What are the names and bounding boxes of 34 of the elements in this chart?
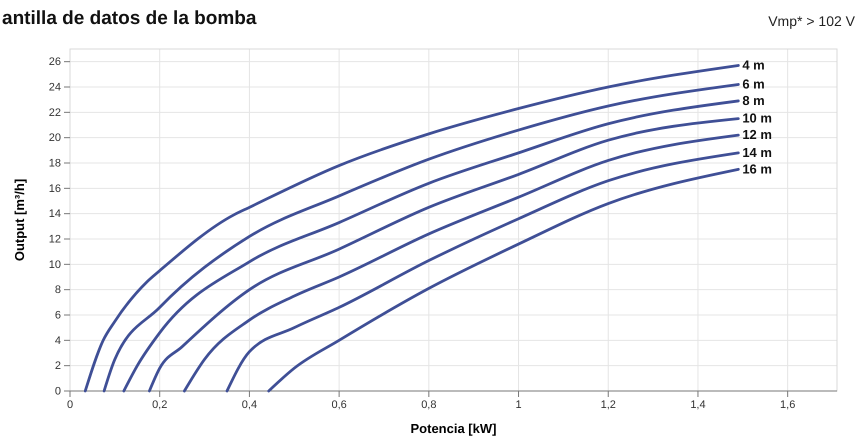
y-tick-label: 8 bbox=[54, 284, 61, 296]
x-tick-label: 0,8 bbox=[421, 398, 436, 411]
y-tick-label: 2 bbox=[54, 360, 61, 372]
x-tick-label: 1,6 bbox=[780, 398, 796, 411]
x-tick-label: 1 bbox=[515, 398, 522, 411]
x-tick-label: 1,2 bbox=[600, 398, 616, 411]
y-tick-label: 14 bbox=[48, 208, 61, 220]
x-tick-label: 0,2 bbox=[152, 398, 168, 411]
y-tick-label: 20 bbox=[48, 132, 61, 144]
text: Vmp* > 102 V bbox=[768, 13, 856, 29]
y-tick-label: 4 bbox=[54, 334, 61, 347]
x-tick-label: 0,4 bbox=[242, 398, 258, 411]
series-label: 4 m bbox=[742, 57, 765, 72]
chart-title: antilla de datos de la bomba bbox=[2, 8, 257, 29]
y-tick-label: 6 bbox=[54, 310, 61, 322]
y-tick-label: 12 bbox=[48, 234, 61, 246]
x-tick-label: 1,4 bbox=[690, 398, 706, 411]
y-axis-title: Output [m³/h] bbox=[12, 178, 27, 262]
series-label: 14 m bbox=[742, 144, 772, 160]
x-tick-label: 0,6 bbox=[331, 398, 347, 411]
y-tick-label: 16 bbox=[48, 182, 61, 195]
series-label: 12 m bbox=[742, 127, 772, 142]
y-tick-label: 22 bbox=[48, 106, 61, 119]
y-tick-label: 18 bbox=[48, 158, 61, 170]
y-tick-label: 0 bbox=[54, 386, 61, 398]
series-label: 8 m bbox=[742, 92, 765, 108]
series-label: 16 m bbox=[742, 161, 772, 176]
y-tick-label: 10 bbox=[48, 258, 61, 271]
x-tick-label: 0 bbox=[66, 398, 74, 411]
y-tick-label: 24 bbox=[48, 82, 61, 94]
series-label: 6 m bbox=[742, 76, 765, 92]
series-label: 10 m bbox=[742, 110, 772, 126]
y-tick-label: 26 bbox=[48, 56, 61, 68]
x-axis-title: Potencia [kW] bbox=[410, 421, 496, 436]
